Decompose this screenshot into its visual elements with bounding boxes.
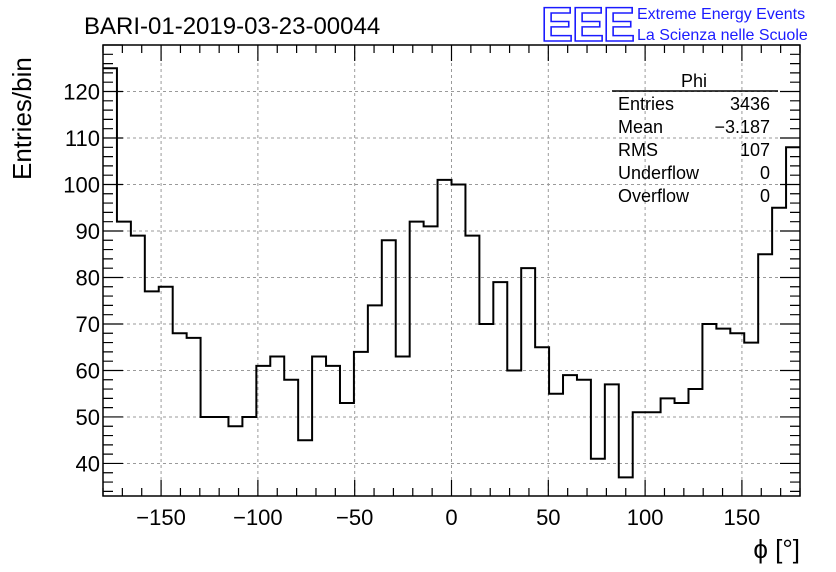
histogram-bin <box>549 394 563 496</box>
eee-logo: EEE <box>541 0 634 52</box>
stats-value: 107 <box>740 140 770 160</box>
histogram-bins <box>103 67 800 496</box>
histogram-bin <box>758 254 772 496</box>
y-tick-label: 60 <box>76 358 100 383</box>
histogram-bin <box>396 357 410 496</box>
histogram-bin <box>256 366 270 496</box>
brand-line-1: Extreme Energy Events <box>637 6 805 23</box>
histogram-bin <box>479 324 493 496</box>
run-title: BARI-01-2019-03-23-00044 <box>84 13 380 40</box>
y-tick-label: 50 <box>76 405 100 430</box>
histogram-bin <box>675 403 689 496</box>
histogram-bin <box>786 147 800 496</box>
tick-labels: −150 −100 −50 0 50 100 150 40 50 60 70 80 90 100 110 12… <box>63 79 760 530</box>
y-tick-label: 40 <box>76 451 100 476</box>
histogram-bin <box>201 417 215 496</box>
histogram-bin <box>465 236 479 496</box>
histogram-bin <box>284 380 298 496</box>
y-tick-label: 90 <box>76 219 100 244</box>
y-tick-label: 100 <box>63 172 100 197</box>
stats-title: Phi <box>681 71 707 91</box>
y-tick-label: 110 <box>65 126 100 151</box>
histogram-bin <box>563 375 577 496</box>
x-tick-label: 0 <box>445 505 457 530</box>
x-tick-label: 150 <box>724 505 761 530</box>
x-axis-label: ϕ [°] <box>753 534 800 564</box>
histogram-bin <box>744 343 758 496</box>
histogram-bin <box>605 384 619 496</box>
histogram-bin <box>215 417 229 496</box>
histogram-bin <box>354 352 368 496</box>
histogram-bin <box>173 333 187 496</box>
x-tick-label: 100 <box>627 505 664 530</box>
x-tick-label: −150 <box>136 505 186 530</box>
histogram-bin <box>730 333 744 496</box>
x-tick-label: −100 <box>233 505 283 530</box>
histogram-bin <box>242 417 256 496</box>
histogram-bin <box>716 329 730 496</box>
stats-label: Entries <box>618 94 674 114</box>
histogram-bin <box>688 389 702 496</box>
histogram-bin <box>228 426 242 496</box>
stats-label: RMS <box>618 140 658 160</box>
histogram-bin <box>312 357 326 496</box>
stats-value: −3.187 <box>714 117 770 137</box>
histogram-bin <box>772 208 786 496</box>
stats-label: Overflow <box>618 186 690 206</box>
histogram-bin <box>131 236 145 496</box>
histogram-bin <box>647 412 661 496</box>
histogram-bin <box>117 222 131 496</box>
histogram-bin <box>145 291 159 496</box>
histogram-bin <box>270 357 284 496</box>
axis-ticks <box>102 44 801 496</box>
y-tick-label: 70 <box>76 312 100 337</box>
histogram-bin <box>187 338 201 496</box>
histogram-bin <box>298 440 312 496</box>
histogram-bin <box>535 347 549 496</box>
histogram-bin <box>521 268 535 496</box>
histogram-bin <box>103 68 117 496</box>
y-tick-label: 120 <box>63 79 100 104</box>
stats-label: Underflow <box>618 163 700 183</box>
eee-brand: EEE Extreme Energy Events La Scienza nel… <box>540 0 808 53</box>
y-tick-label: 80 <box>76 265 100 290</box>
stats-value: 0 <box>760 163 770 183</box>
histogram-bin <box>368 305 382 496</box>
histogram-bin <box>702 324 716 496</box>
histogram-bin <box>410 222 424 496</box>
histogram-bin <box>452 184 466 496</box>
histogram-bin <box>507 370 521 496</box>
stats-label: Mean <box>618 117 663 137</box>
stats-box: Phi Entries 3436 Mean −3.187 RMS 107 Underflow… <box>612 71 778 206</box>
y-axis-label: Entries/bin <box>7 57 37 180</box>
histogram-outline <box>103 67 800 479</box>
histogram-bin <box>326 366 340 496</box>
histogram-bin <box>661 398 675 496</box>
x-tick-label: 50 <box>536 505 560 530</box>
stats-value: 3436 <box>730 94 770 114</box>
x-tick-label: −50 <box>336 505 373 530</box>
histogram-bin <box>159 287 173 496</box>
plot-frame <box>102 44 801 497</box>
histogram-bin <box>340 403 354 496</box>
histogram-bin <box>382 240 396 496</box>
histogram-bin <box>493 282 507 496</box>
histogram-bin <box>438 180 452 496</box>
brand-line-2: La Scienza nelle Scuole <box>637 27 808 44</box>
histogram-bin <box>424 226 438 496</box>
histogram-bin <box>591 459 605 496</box>
histogram-bin <box>577 380 591 496</box>
stats-value: 0 <box>760 186 770 206</box>
